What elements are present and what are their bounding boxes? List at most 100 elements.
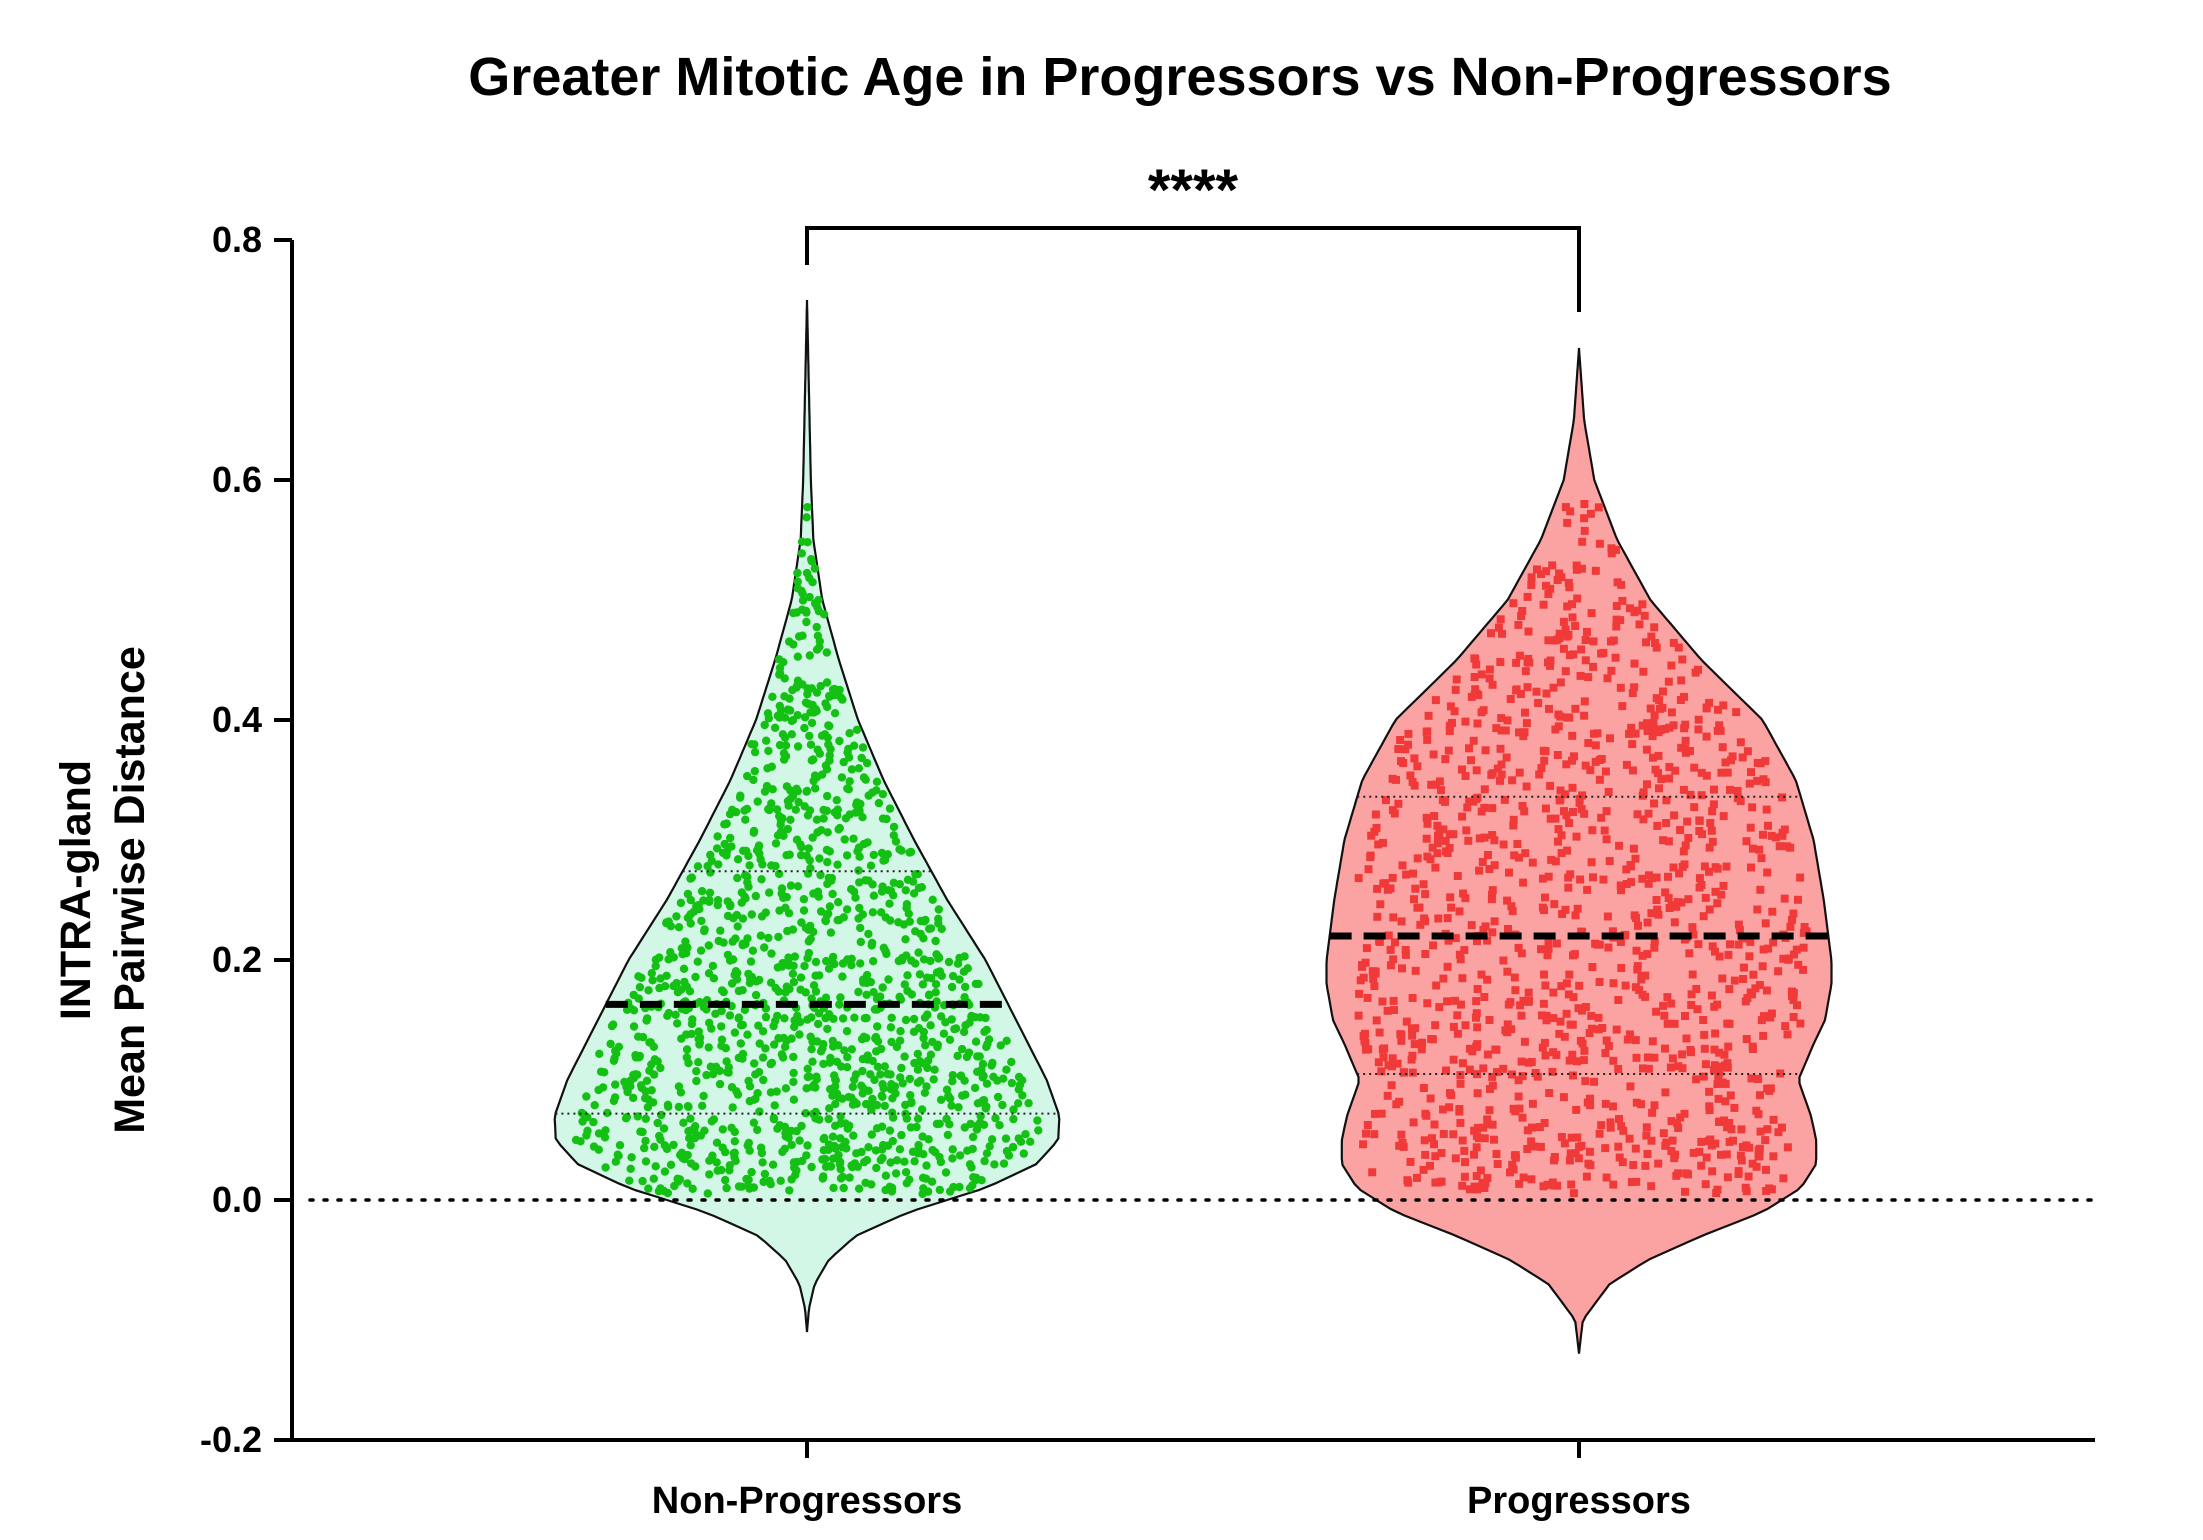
data-point bbox=[1688, 970, 1697, 979]
data-point bbox=[1631, 983, 1640, 992]
data-point bbox=[1704, 1137, 1713, 1145]
data-point bbox=[913, 1049, 922, 1059]
data-point bbox=[1377, 1067, 1386, 1076]
data-point bbox=[1665, 904, 1674, 912]
data-point bbox=[1709, 800, 1718, 809]
data-point bbox=[743, 1030, 752, 1039]
data-point bbox=[1722, 1150, 1731, 1159]
data-point bbox=[702, 1070, 711, 1080]
data-point bbox=[674, 923, 684, 932]
data-point bbox=[889, 831, 898, 840]
data-point bbox=[975, 1118, 985, 1127]
data-point bbox=[598, 1083, 608, 1092]
data-point bbox=[879, 1084, 888, 1093]
data-point bbox=[878, 814, 888, 823]
data-point bbox=[1374, 840, 1383, 849]
data-point bbox=[1416, 920, 1425, 929]
data-point bbox=[1612, 602, 1621, 610]
data-point bbox=[1527, 1058, 1536, 1066]
data-point bbox=[634, 1053, 644, 1062]
data-point bbox=[1518, 1072, 1527, 1081]
data-point bbox=[1745, 779, 1754, 788]
data-point bbox=[1766, 1013, 1775, 1022]
data-point bbox=[1499, 840, 1508, 849]
data-point bbox=[1689, 1148, 1698, 1157]
data-point bbox=[725, 1161, 734, 1170]
data-point bbox=[1490, 836, 1499, 845]
data-point bbox=[1722, 862, 1731, 871]
data-point bbox=[1471, 685, 1480, 694]
data-point bbox=[1759, 1031, 1768, 1040]
data-point bbox=[823, 857, 832, 867]
data-point bbox=[1374, 1058, 1383, 1067]
data-point bbox=[1551, 857, 1560, 866]
data-point bbox=[1764, 821, 1772, 830]
data-point bbox=[1438, 796, 1447, 805]
data-point bbox=[803, 1141, 812, 1150]
data-point bbox=[775, 906, 784, 915]
data-point bbox=[808, 578, 817, 587]
data-point bbox=[1660, 1011, 1669, 1020]
data-point bbox=[850, 1075, 859, 1084]
data-point bbox=[1644, 809, 1653, 818]
data-point bbox=[1723, 1019, 1732, 1028]
data-point bbox=[1420, 1136, 1429, 1145]
data-point bbox=[812, 645, 822, 654]
data-point bbox=[1473, 1070, 1481, 1079]
data-point bbox=[819, 805, 828, 815]
data-point bbox=[806, 740, 816, 749]
data-point bbox=[1375, 936, 1384, 945]
data-point bbox=[1573, 594, 1582, 603]
data-point bbox=[1446, 893, 1455, 902]
data-point bbox=[1681, 720, 1690, 729]
data-point bbox=[1575, 1142, 1584, 1151]
data-point bbox=[752, 846, 762, 855]
data-point bbox=[1515, 1104, 1524, 1113]
data-point bbox=[804, 948, 814, 958]
data-point bbox=[1395, 1097, 1404, 1106]
data-point bbox=[1512, 685, 1521, 694]
data-point bbox=[1667, 999, 1676, 1008]
data-point bbox=[1601, 1144, 1610, 1153]
data-point bbox=[812, 1075, 821, 1084]
data-point bbox=[813, 828, 822, 837]
data-point bbox=[787, 730, 796, 739]
data-point bbox=[1402, 1017, 1411, 1026]
data-point bbox=[1399, 759, 1408, 767]
data-point bbox=[1768, 907, 1777, 916]
data-point bbox=[796, 851, 806, 860]
data-point bbox=[1444, 936, 1453, 945]
data-point bbox=[788, 925, 798, 934]
data-point bbox=[1537, 570, 1545, 578]
data-point bbox=[885, 899, 894, 908]
data-point bbox=[1643, 918, 1652, 927]
data-point bbox=[1019, 1149, 1028, 1158]
data-point bbox=[1659, 687, 1667, 696]
data-point bbox=[818, 1155, 827, 1164]
data-point bbox=[1516, 1001, 1525, 1010]
data-point bbox=[1724, 1042, 1733, 1051]
data-point bbox=[582, 1131, 591, 1140]
data-point bbox=[1789, 1013, 1798, 1021]
data-point bbox=[979, 1071, 988, 1081]
data-point bbox=[1745, 952, 1754, 961]
data-point bbox=[754, 1021, 763, 1030]
data-point bbox=[1518, 1113, 1527, 1122]
data-point bbox=[789, 1158, 799, 1167]
data-point bbox=[805, 651, 814, 660]
data-point bbox=[1556, 712, 1565, 721]
data-point bbox=[1799, 965, 1808, 974]
data-point bbox=[805, 806, 815, 815]
data-point bbox=[1684, 834, 1693, 842]
data-point bbox=[694, 1058, 703, 1067]
data-point bbox=[1665, 763, 1674, 771]
data-point bbox=[745, 861, 754, 870]
data-point bbox=[1455, 907, 1464, 916]
data-point bbox=[822, 956, 831, 966]
data-point bbox=[878, 790, 888, 799]
data-point bbox=[1445, 1103, 1454, 1112]
data-point bbox=[793, 568, 802, 578]
data-point bbox=[1796, 1019, 1805, 1028]
data-point bbox=[1522, 719, 1531, 728]
data-point bbox=[1632, 1098, 1641, 1107]
